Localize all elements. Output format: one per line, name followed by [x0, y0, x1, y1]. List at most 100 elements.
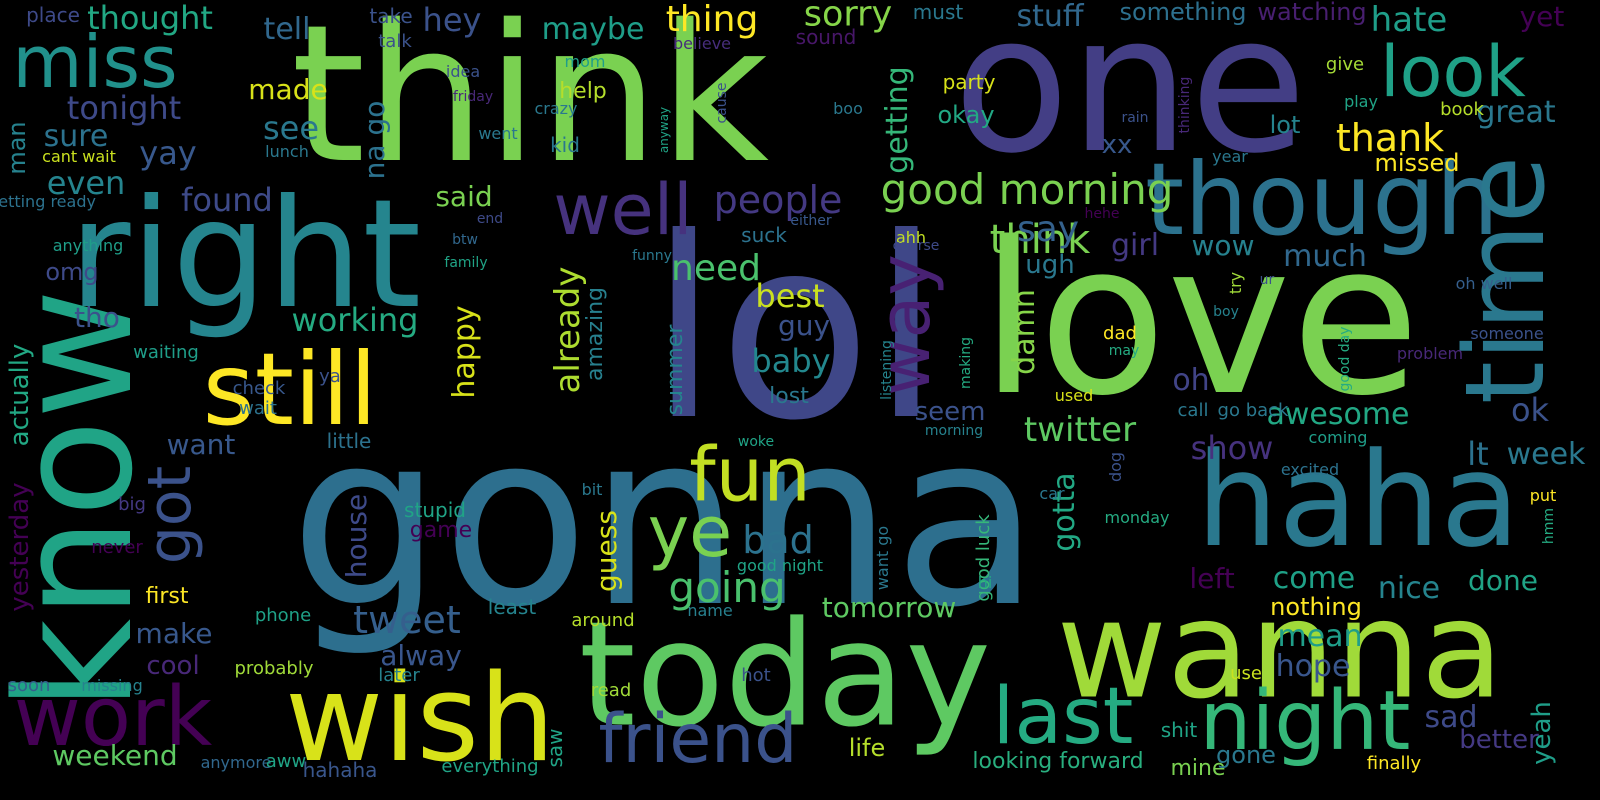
word-believe: believe	[672, 34, 732, 53]
word-everything: everything	[441, 756, 539, 777]
word-said: said	[435, 180, 493, 213]
word-sure: sure	[43, 119, 109, 154]
word-shit: shit	[1160, 718, 1198, 742]
word-miss: miss	[12, 20, 178, 104]
word-something: something	[1119, 0, 1247, 26]
word-stuff: stuff	[1016, 0, 1084, 34]
word-yay: yay	[139, 134, 197, 172]
word-hate: hate	[1370, 0, 1448, 40]
word-even: even	[46, 164, 126, 202]
word-lunch: lunch	[265, 142, 309, 161]
word-book: book	[1440, 99, 1484, 120]
word-awesome: awesome	[1266, 397, 1410, 432]
word-around: around	[571, 610, 635, 631]
word-listening: listening	[879, 340, 895, 400]
word-thing: thing	[665, 0, 759, 40]
word-hahaha: hahaha	[302, 758, 378, 782]
word-wow: wow	[1191, 229, 1255, 262]
word-ya: ya	[319, 366, 341, 387]
word-crazy: crazy	[534, 99, 578, 118]
word-getting-ready: getting ready	[0, 192, 96, 211]
word-house: house	[340, 493, 373, 579]
word-bit: bit	[581, 480, 603, 499]
word-alway: alway	[380, 639, 462, 672]
word-yet: yet	[1519, 0, 1565, 33]
word-want: want	[166, 428, 236, 461]
word-saw: saw	[543, 728, 567, 768]
word-mine: mine	[1170, 756, 1226, 781]
word-soon: soon	[7, 675, 51, 696]
word-use: use	[1230, 663, 1262, 684]
word-used: used	[1054, 386, 1094, 405]
word-getting: getting	[880, 66, 915, 174]
word-game: game	[409, 518, 473, 543]
word-friday: friday	[452, 89, 494, 105]
word-watching: watching	[1257, 0, 1367, 26]
word-come: come	[1272, 561, 1356, 596]
word-good-morning: good morning	[880, 165, 1174, 214]
word-rain: rain	[1121, 110, 1149, 126]
word-ye: ye	[647, 491, 733, 573]
word-good-night: good night	[736, 556, 824, 575]
word-must: must	[912, 0, 964, 24]
word-baby: baby	[751, 342, 831, 380]
word-think: think	[290, 0, 770, 205]
word-left: left	[1189, 562, 1235, 595]
word-btw: btw	[452, 232, 478, 248]
word-need: need	[671, 248, 761, 289]
word-hmm: hmm	[1541, 507, 1557, 545]
word-big: big	[118, 494, 146, 515]
word-woke: woke	[737, 434, 775, 450]
word-na-go: na go	[358, 100, 391, 180]
word-omg: omg	[45, 258, 99, 286]
word-girl: girl	[1110, 228, 1160, 263]
word-cant-wait: cant wait	[42, 147, 116, 166]
word-wish: wish	[284, 650, 556, 789]
word-name: name	[687, 601, 733, 620]
word-people: people	[713, 178, 843, 222]
word-go-back: go back	[1217, 400, 1289, 421]
word-problem: problem	[1396, 344, 1464, 363]
word-morning: morning	[924, 423, 984, 439]
word-course: course	[892, 238, 940, 254]
word-happy: happy	[447, 305, 482, 399]
word-seem: seem	[914, 397, 986, 427]
word-lt: lt	[1467, 435, 1489, 473]
word-actually: actually	[5, 343, 35, 447]
word-made: made	[248, 73, 328, 106]
word-yesterday: yesterday	[5, 482, 35, 612]
word-one: one	[953, 0, 1307, 195]
word-sorry: sorry	[803, 0, 893, 35]
word-missed: missed	[1374, 149, 1460, 177]
word-lost: lost	[769, 384, 809, 409]
word-excited: excited	[1280, 460, 1340, 479]
word-looking-forward: looking forward	[972, 749, 1144, 774]
word-cool: cool	[146, 651, 200, 681]
word-dog: dog	[1106, 451, 1125, 483]
word-yeah: yeah	[1527, 701, 1557, 765]
word-cause: cause	[714, 82, 730, 124]
word-already: already	[548, 266, 588, 394]
word-mean: mean	[1277, 619, 1363, 654]
word-phone: phone	[254, 605, 312, 626]
word-amazing: amazing	[583, 287, 608, 381]
word-friend: friend	[598, 700, 798, 779]
word-ahh: ahh	[895, 228, 927, 247]
word-okay: okay	[937, 101, 995, 129]
word-stupid: stupid	[404, 498, 466, 522]
word-tho: tho	[74, 301, 120, 334]
word-hope: hope	[1275, 649, 1351, 684]
word-wait: wait	[239, 398, 277, 419]
word-wanna: wanna	[1056, 571, 1504, 729]
word-aww: aww	[265, 751, 307, 772]
word-done: done	[1468, 564, 1538, 597]
word-make: make	[135, 617, 213, 650]
word-ok: ok	[1510, 391, 1550, 429]
word-take: take	[369, 4, 413, 28]
word-later: later	[378, 665, 420, 686]
word-right: right	[68, 168, 422, 342]
word-hehe: hehe	[1084, 206, 1120, 222]
word-still: still	[202, 331, 378, 448]
word-hot: hot	[741, 665, 771, 686]
